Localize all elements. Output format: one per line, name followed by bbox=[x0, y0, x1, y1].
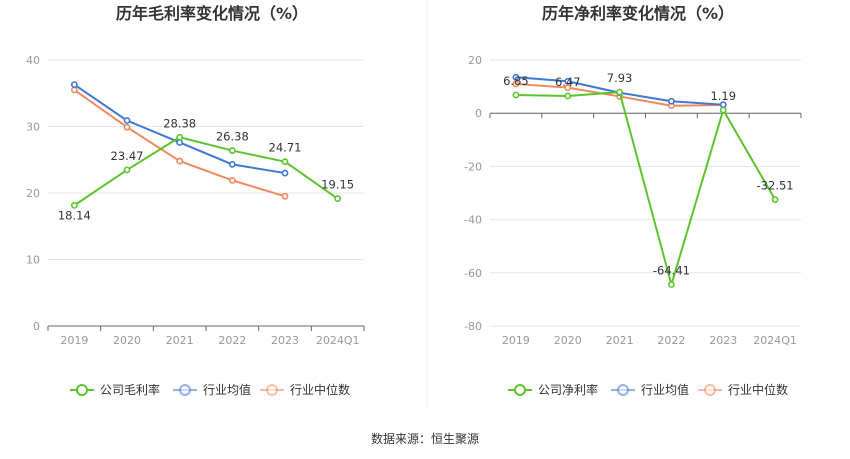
data-point-avg bbox=[228, 161, 236, 168]
data-point-median bbox=[281, 192, 289, 200]
x-tick-label: 2024Q1 bbox=[316, 334, 360, 347]
data-point-company bbox=[176, 133, 184, 141]
legend-item-avg: 行业均值 bbox=[611, 382, 689, 397]
data-point-median bbox=[564, 84, 572, 92]
data-point-median bbox=[228, 176, 236, 184]
data-source-note: 数据来源：恒生聚源 bbox=[371, 431, 479, 446]
data-label: 7.93 bbox=[607, 71, 633, 85]
legend-label: 公司毛利率 bbox=[100, 382, 160, 397]
data-label: 6.85 bbox=[503, 74, 529, 88]
y-tick-label: 0 bbox=[475, 107, 482, 120]
x-tick-label: 2024Q1 bbox=[753, 334, 797, 347]
legend-swatch-marker bbox=[514, 384, 526, 396]
data-point-company bbox=[719, 106, 727, 114]
data-point-median bbox=[512, 80, 520, 88]
y-tick-label: 40 bbox=[26, 54, 40, 67]
data-point-company bbox=[70, 201, 78, 209]
legend-label: 行业均值 bbox=[203, 382, 251, 397]
x-tick-label: 2022 bbox=[218, 334, 246, 347]
chart-title: 历年毛利率变化情况（%） bbox=[116, 4, 308, 23]
y-tick-label: -60 bbox=[464, 267, 482, 280]
x-tick-label: 2023 bbox=[709, 334, 737, 347]
x-tick-label: 2022 bbox=[657, 334, 685, 347]
series-line-company bbox=[515, 91, 776, 286]
data-point-company bbox=[616, 88, 623, 96]
legend-swatch-marker bbox=[179, 384, 191, 396]
data-point-avg bbox=[123, 117, 131, 124]
data-label: 28.38 bbox=[163, 116, 196, 130]
data-point-company bbox=[668, 281, 675, 288]
data-label: 19.15 bbox=[321, 178, 354, 192]
net-margin-chart: 历年净利率变化情况（%） -80 -60 -40 -20 0 20 2019 2020 2021… bbox=[464, 4, 802, 397]
data-point-company bbox=[123, 166, 131, 174]
legend-label: 行业中位数 bbox=[728, 382, 788, 397]
data-point-company bbox=[564, 92, 572, 100]
y-tick-label: -80 bbox=[464, 320, 482, 333]
chart-title: 历年净利率变化情况（%） bbox=[542, 4, 734, 23]
legend-item-avg: 行业均值 bbox=[173, 382, 251, 397]
legend-swatch-marker bbox=[76, 384, 88, 396]
gross-margin-chart: 历年毛利率变化情况（%） 0 10 20 30 40 2019 2020 2021 2022 20… bbox=[26, 4, 365, 397]
y-tick-label: -40 bbox=[464, 214, 482, 227]
legend-swatch-marker bbox=[617, 384, 629, 396]
data-point-company bbox=[334, 195, 342, 203]
data-point-company bbox=[228, 147, 236, 154]
y-tick-label: 20 bbox=[468, 54, 482, 67]
data-label: 26.38 bbox=[216, 130, 249, 144]
y-tick-label: 20 bbox=[26, 187, 40, 200]
data-point-avg bbox=[564, 77, 572, 85]
x-tick-label: 2019 bbox=[502, 334, 530, 347]
data-label: 24.71 bbox=[269, 141, 302, 155]
data-point-company bbox=[512, 91, 520, 99]
x-tick-label: 2020 bbox=[113, 334, 141, 347]
x-tick-label: 2023 bbox=[271, 334, 299, 347]
legend-item-company: 公司净利率 bbox=[508, 382, 598, 397]
data-point-median bbox=[176, 157, 184, 165]
legend-swatch-marker bbox=[704, 384, 716, 396]
data-label: -32.51 bbox=[757, 179, 794, 193]
legend-label: 行业均值 bbox=[641, 382, 689, 397]
series-line-company bbox=[73, 136, 339, 207]
data-point-avg bbox=[668, 97, 675, 105]
legend-item-company: 公司毛利率 bbox=[70, 382, 160, 397]
legend-item-median: 行业中位数 bbox=[260, 382, 350, 397]
data-label: -64.41 bbox=[653, 264, 690, 278]
data-point-avg bbox=[512, 73, 520, 81]
y-tick-label: -20 bbox=[464, 160, 482, 173]
y-tick-label: 0 bbox=[33, 320, 40, 333]
data-label: 23.47 bbox=[111, 149, 144, 163]
data-point-avg bbox=[70, 81, 78, 89]
y-tick-label: 10 bbox=[26, 254, 40, 267]
data-point-median bbox=[123, 123, 131, 131]
data-point-median bbox=[70, 86, 78, 94]
data-point-company bbox=[281, 158, 289, 166]
x-tick-label: 2021 bbox=[166, 334, 194, 347]
legend-item-median: 行业中位数 bbox=[698, 382, 788, 397]
data-point-company bbox=[771, 196, 779, 204]
data-label: 6.47 bbox=[555, 75, 581, 89]
data-label: 18.14 bbox=[58, 208, 91, 222]
legend-label: 行业中位数 bbox=[290, 382, 350, 397]
data-point-avg bbox=[281, 169, 289, 177]
legend-swatch-marker bbox=[266, 384, 278, 396]
x-tick-label: 2020 bbox=[554, 334, 582, 347]
x-tick-label: 2019 bbox=[60, 334, 88, 347]
y-tick-label: 30 bbox=[26, 121, 40, 134]
legend-label: 公司净利率 bbox=[538, 382, 598, 397]
x-tick-label: 2021 bbox=[606, 334, 634, 347]
data-label: 1.19 bbox=[710, 89, 736, 103]
